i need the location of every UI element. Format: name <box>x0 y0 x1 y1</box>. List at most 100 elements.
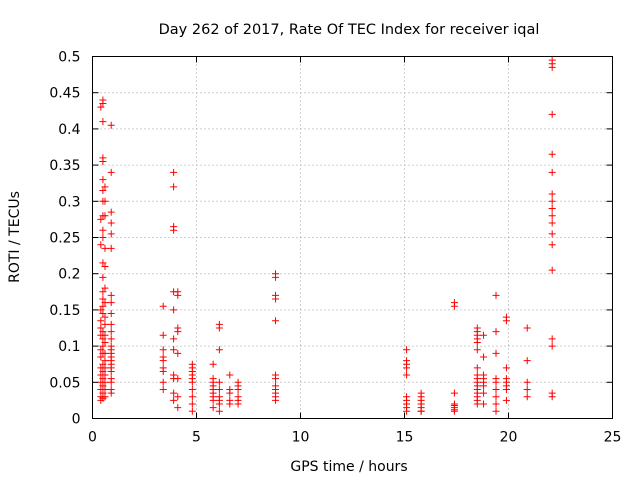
data-point <box>548 219 556 227</box>
x-tick-label: 0 <box>88 430 97 446</box>
data-point <box>492 386 500 394</box>
data-point <box>234 378 242 386</box>
data-point <box>174 404 182 412</box>
data-point <box>97 346 105 354</box>
data-point <box>101 331 109 339</box>
data-point <box>170 183 178 191</box>
y-tick-label: 0.45 <box>49 86 80 102</box>
data-point <box>548 212 556 220</box>
data-point <box>480 353 488 361</box>
data-point <box>99 367 107 375</box>
data-point <box>548 150 556 158</box>
data-point <box>272 270 280 278</box>
data-point <box>159 302 167 310</box>
data-point <box>159 364 167 372</box>
data-point <box>188 360 196 368</box>
data-point <box>170 346 178 354</box>
chart-title: Day 262 of 2017, Rate Of TEC Index for r… <box>159 22 540 38</box>
data-point <box>99 273 107 281</box>
data-point <box>450 389 458 397</box>
data-point <box>159 346 167 354</box>
data-point <box>226 396 234 404</box>
data-point <box>99 310 107 318</box>
data-point <box>215 378 223 386</box>
data-point <box>548 266 556 274</box>
data-point <box>99 328 107 336</box>
data-point <box>523 386 531 394</box>
data-point <box>215 386 223 394</box>
data-point <box>101 212 109 220</box>
data-point <box>215 320 223 328</box>
data-point <box>174 324 182 332</box>
data-point <box>170 335 178 343</box>
data-point <box>107 168 115 176</box>
data-point <box>107 310 115 318</box>
data-point <box>548 335 556 343</box>
data-point <box>215 407 223 415</box>
data-point <box>209 360 217 368</box>
y-tick-label: 0.1 <box>58 339 80 355</box>
data-point <box>473 371 481 379</box>
y-tick-label: 0.5 <box>58 50 80 66</box>
data-point <box>492 375 500 383</box>
data-point <box>272 371 280 379</box>
data-point <box>450 299 458 307</box>
data-point <box>215 393 223 401</box>
data-point <box>99 302 107 310</box>
data-point <box>99 186 107 194</box>
data-point <box>502 364 510 372</box>
y-tick-label: 0.4 <box>58 122 80 138</box>
data-point <box>170 168 178 176</box>
data-point <box>107 386 115 394</box>
axis-ticks <box>92 56 613 419</box>
data-point <box>107 208 115 216</box>
data-point <box>502 375 510 383</box>
data-point <box>548 230 556 238</box>
x-tick-label: 5 <box>192 430 201 446</box>
data-point <box>188 393 196 401</box>
data-point <box>101 393 109 401</box>
data-point <box>272 291 280 299</box>
data-point <box>170 396 178 404</box>
data-point <box>480 389 488 397</box>
data-point <box>548 241 556 249</box>
data-point <box>99 382 107 390</box>
y-tick-label: 0.25 <box>49 231 80 247</box>
data-point <box>159 386 167 394</box>
data-point <box>417 389 425 397</box>
data-point <box>107 328 115 336</box>
x-tick-label: 10 <box>292 430 310 446</box>
data-point <box>502 313 510 321</box>
data-point <box>226 371 234 379</box>
data-point <box>101 313 109 321</box>
data-point <box>107 342 115 350</box>
data-point <box>473 346 481 354</box>
data-point <box>215 346 223 354</box>
x-tick-label: 25 <box>604 430 622 446</box>
data-point <box>107 121 115 129</box>
data-point <box>473 324 481 332</box>
data-point <box>107 291 115 299</box>
data-point <box>548 110 556 118</box>
data-point <box>101 371 109 379</box>
data-point <box>174 393 182 401</box>
data-point <box>101 364 109 372</box>
data-point <box>450 400 458 408</box>
data-point <box>107 320 115 328</box>
data-point <box>99 176 107 184</box>
data-point <box>502 396 510 404</box>
data-point <box>107 219 115 227</box>
data-point <box>99 375 107 383</box>
data-point <box>417 407 425 415</box>
data-points <box>97 56 556 415</box>
data-point <box>159 353 167 361</box>
data-point <box>101 299 109 307</box>
data-point <box>548 342 556 350</box>
data-point <box>101 244 109 252</box>
data-point <box>548 197 556 205</box>
y-axis-label: ROTI / TECUs <box>7 191 23 283</box>
data-point <box>523 324 531 332</box>
data-point <box>99 335 107 343</box>
data-point <box>234 393 242 401</box>
